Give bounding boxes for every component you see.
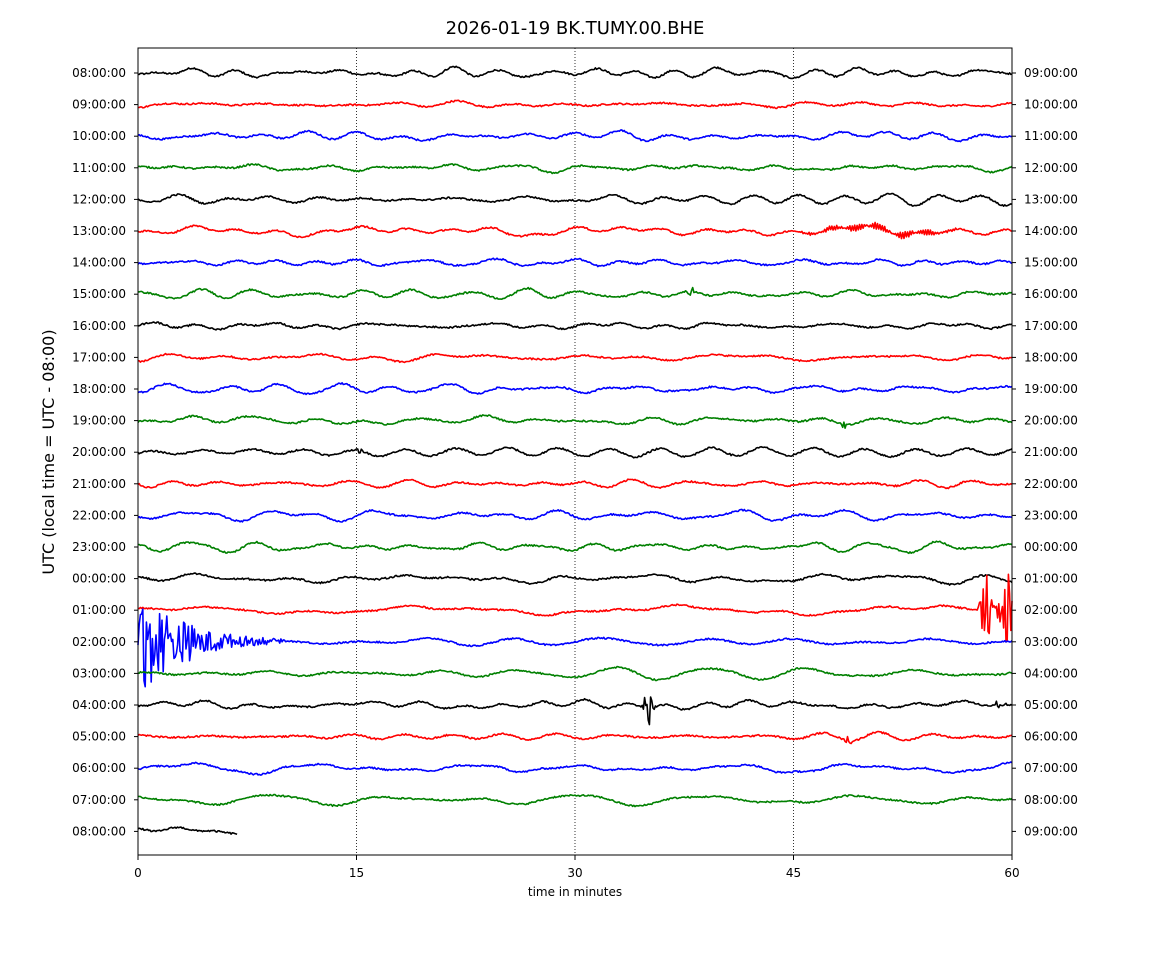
left-tick-label: 11:00:00 [72,161,126,175]
right-tick-label: 05:00:00 [1024,698,1078,712]
x-tick-label: 0 [134,866,142,880]
trace-10 [137,381,1013,396]
left-axis: 08:00:00 09:00:00 10:00:00 11:00:00 12:00:00… [72,66,138,838]
right-tick-label: 13:00:00 [1024,192,1078,206]
grid-lines [356,48,794,855]
trace-23 [137,793,1013,808]
right-tick-label: 14:00:00 [1024,224,1078,238]
trace-13 [137,478,1013,490]
right-tick-label: 22:00:00 [1024,477,1078,491]
left-tick-label: 17:00:00 [72,350,126,364]
trace-14 [137,508,1013,523]
trace-22 [137,761,1013,776]
trace-11 [137,414,1013,430]
right-tick-label: 11:00:00 [1024,129,1078,143]
left-tick-label: 18:00:00 [72,382,126,396]
left-tick-label: 15:00:00 [72,287,126,301]
trace-7 [137,286,1013,301]
left-tick-label: 13:00:00 [72,224,126,238]
left-tick-label: 14:00:00 [72,256,126,270]
seismic-traces [137,65,1013,835]
trace-9 [137,352,1013,364]
right-tick-label: 03:00:00 [1024,635,1078,649]
right-axis: 09:00:00 10:00:00 11:00:00 12:00:00 13:00:00… [1012,66,1078,838]
trace-16 [137,572,1013,586]
left-tick-label: 09:00:00 [72,98,126,112]
trace-3 [137,163,1013,175]
left-tick-label: 01:00:00 [72,603,126,617]
left-tick-label: 08:00:00 [72,824,126,838]
left-tick-label: 21:00:00 [72,477,126,491]
trace-5 [137,221,1013,240]
trace-15 [137,540,1013,555]
y-axis-label: UTC (local time = UTC - 08:00) [39,329,58,574]
right-tick-label: 07:00:00 [1024,761,1078,775]
x-axis-label: time in minutes [528,885,622,899]
trace-21 [137,730,1013,745]
x-tick-label: 60 [1004,866,1019,880]
left-tick-label: 07:00:00 [72,793,126,807]
right-tick-label: 19:00:00 [1024,382,1078,396]
trace-20 [137,696,1013,726]
trace-8 [137,321,1013,331]
right-tick-label: 20:00:00 [1024,414,1078,428]
left-tick-label: 10:00:00 [72,129,126,143]
x-tick-label: 30 [567,866,582,880]
right-tick-label: 09:00:00 [1024,66,1078,80]
left-tick-label: 20:00:00 [72,445,126,459]
right-tick-label: 18:00:00 [1024,350,1078,364]
left-tick-label: 23:00:00 [72,540,126,554]
right-tick-label: 01:00:00 [1024,572,1078,586]
right-tick-label: 21:00:00 [1024,445,1078,459]
trace-24 [137,826,238,835]
x-tick-label: 15 [349,866,364,880]
left-tick-label: 04:00:00 [72,698,126,712]
right-tick-label: 04:00:00 [1024,666,1078,680]
trace-19 [138,665,1013,682]
left-tick-label: 08:00:00 [72,66,126,80]
trace-12 [137,445,1013,459]
left-tick-label: 05:00:00 [72,730,126,744]
right-tick-label: 00:00:00 [1024,540,1078,554]
left-tick-label: 00:00:00 [72,572,126,586]
right-tick-label: 17:00:00 [1024,319,1078,333]
right-tick-label: 16:00:00 [1024,287,1078,301]
x-tick-label: 45 [786,866,801,880]
left-tick-label: 12:00:00 [72,192,126,206]
trace-17 [137,573,1013,643]
trace-1 [138,99,1013,110]
x-axis: 0 15 30 45 60 [134,855,1020,880]
left-tick-label: 16:00:00 [72,319,126,333]
right-tick-label: 08:00:00 [1024,793,1078,807]
right-tick-label: 02:00:00 [1024,603,1078,617]
left-tick-label: 22:00:00 [72,508,126,522]
left-tick-label: 02:00:00 [72,635,126,649]
left-tick-label: 06:00:00 [72,761,126,775]
left-tick-label: 03:00:00 [72,666,126,680]
chart-title: 2026-01-19 BK.TUMY.00.BHE [446,18,705,39]
trace-18 [137,608,1013,688]
trace-6 [137,257,1013,268]
trace-2 [137,129,1013,143]
trace-0 [137,65,1013,80]
right-tick-label: 06:00:00 [1024,730,1078,744]
left-tick-label: 19:00:00 [72,414,126,428]
right-tick-label: 15:00:00 [1024,256,1078,270]
right-tick-label: 12:00:00 [1024,161,1078,175]
right-tick-label: 10:00:00 [1024,98,1078,112]
right-tick-label: 09:00:00 [1024,824,1078,838]
right-tick-label: 23:00:00 [1024,508,1078,522]
trace-4 [137,192,1013,207]
